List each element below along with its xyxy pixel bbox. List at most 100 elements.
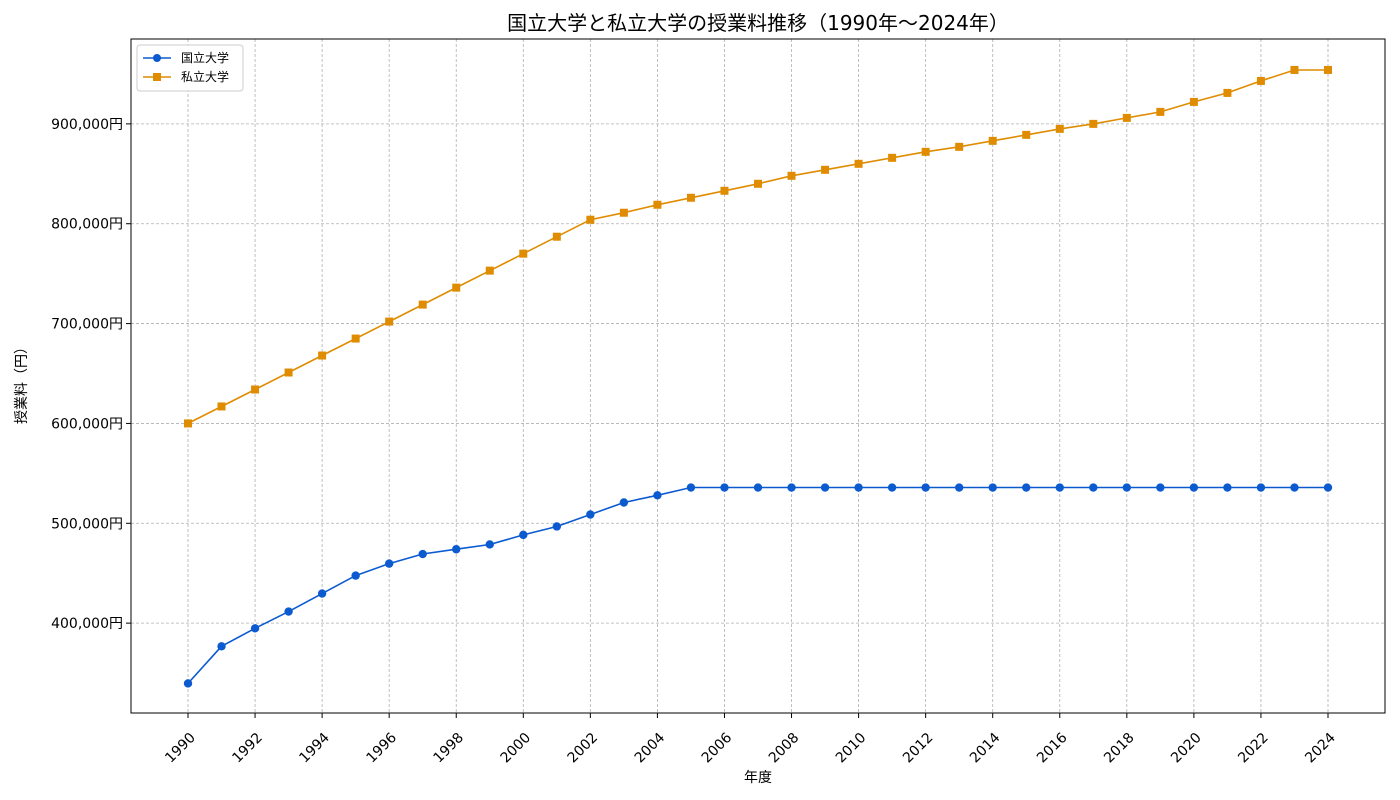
series-point-0 <box>452 545 461 554</box>
y-tick-label: 800,000円 <box>51 217 123 233</box>
series-point-0 <box>183 679 193 688</box>
series-point-1 <box>686 193 695 202</box>
series-point-1 <box>1122 113 1131 122</box>
series-point-0 <box>1189 483 1199 492</box>
x-tick-label: 1994 <box>296 730 333 767</box>
series-point-1 <box>552 232 561 241</box>
series-point-0 <box>351 571 360 580</box>
series-point-1 <box>217 402 226 411</box>
series-point-1 <box>1156 107 1165 116</box>
series-line-0 <box>187 486 1328 684</box>
series-point-0 <box>720 483 729 492</box>
series-point-1 <box>284 368 293 377</box>
series-point-0 <box>988 483 997 492</box>
grid-layer <box>131 39 1385 713</box>
series-point-0 <box>1089 483 1098 492</box>
series-point-1 <box>821 165 830 174</box>
series-point-1 <box>485 266 494 275</box>
series-point-0 <box>1022 483 1031 492</box>
x-tick-label: 1996 <box>363 730 400 767</box>
series-point-0 <box>552 522 562 531</box>
series-point-0 <box>820 483 830 492</box>
series-point-1 <box>1022 130 1031 139</box>
series-point-0 <box>418 549 427 559</box>
x-tick-label: 2008 <box>766 730 803 767</box>
series-point-0 <box>1256 483 1266 492</box>
series-point-1 <box>418 300 427 309</box>
series-point-0 <box>921 483 930 492</box>
x-tick-label: 1992 <box>229 730 266 767</box>
legend: 国立大学 私立大学 <box>136 44 244 92</box>
series-point-1 <box>653 200 662 209</box>
series-point-0 <box>1122 483 1132 492</box>
x-tick-label: 2020 <box>1168 730 1205 767</box>
series-point-0 <box>519 530 528 540</box>
series-point-1 <box>619 208 628 217</box>
series-point-0 <box>384 559 394 568</box>
legend-marker-private <box>153 73 161 81</box>
series-point-0 <box>653 491 662 500</box>
series-point-0 <box>854 483 863 492</box>
series-point-0 <box>317 589 327 598</box>
y-tick-label: 400,000円 <box>51 616 123 632</box>
series-point-0 <box>954 483 964 492</box>
series-point-1 <box>351 334 360 343</box>
series-point-1 <box>1256 76 1265 85</box>
series-point-1 <box>586 215 595 224</box>
series-point-0 <box>485 540 494 549</box>
series-point-1 <box>787 171 796 180</box>
series-point-1 <box>519 249 528 258</box>
x-tick-label: 2014 <box>967 730 1004 767</box>
series-point-1 <box>955 142 964 151</box>
x-tick-label: 2004 <box>632 730 669 767</box>
x-tick-label: 1990 <box>162 730 199 767</box>
series-point-1 <box>184 419 192 428</box>
series-point-0 <box>1156 483 1165 492</box>
series-point-1 <box>1324 65 1332 74</box>
series-point-1 <box>720 186 729 195</box>
x-tick-label: 2022 <box>1235 730 1272 767</box>
y-tick-label: 500,000円 <box>51 516 123 532</box>
series-point-0 <box>1055 483 1064 492</box>
series-point-1 <box>318 351 327 360</box>
series-point-0 <box>787 483 796 492</box>
x-tick-label: 2018 <box>1101 730 1138 767</box>
x-tick-label: 2010 <box>833 730 870 767</box>
series-point-0 <box>586 510 595 519</box>
x-tick-label: 2012 <box>900 730 937 767</box>
series-point-1 <box>1089 119 1098 128</box>
series-point-0 <box>753 483 763 492</box>
series-point-1 <box>854 159 863 168</box>
series-point-1 <box>988 136 997 145</box>
series-point-1 <box>251 385 260 394</box>
series-point-1 <box>1055 124 1064 133</box>
x-tick-label: 1998 <box>431 730 468 767</box>
x-tick-label: 2016 <box>1034 730 1071 767</box>
series-point-0 <box>1223 483 1232 492</box>
series-line-1 <box>187 69 1328 425</box>
series-layer <box>183 65 1333 688</box>
chart-title: 国立大学と私立大学の授業料推移（1990年〜2024年） <box>507 11 1009 35</box>
x-tick-label: 2024 <box>1302 730 1339 767</box>
legend-box <box>136 44 244 92</box>
legend-label-private: 私立大学 <box>181 69 229 84</box>
series-point-1 <box>888 153 897 162</box>
series-point-0 <box>1290 483 1299 492</box>
series-point-1 <box>1290 65 1299 74</box>
series-point-0 <box>1323 483 1333 492</box>
x-tick-label: 2006 <box>699 730 736 767</box>
series-point-0 <box>217 642 226 651</box>
series-point-1 <box>921 147 930 156</box>
series-point-1 <box>1223 88 1232 97</box>
series-point-1 <box>754 179 762 188</box>
x-tick-label: 2000 <box>498 730 535 767</box>
series-point-0 <box>250 624 260 633</box>
series-point-1 <box>1189 97 1198 106</box>
series-point-0 <box>619 498 629 507</box>
y-tick-label: 700,000円 <box>51 317 123 333</box>
series-point-0 <box>887 483 897 492</box>
y-tick-label: 900,000円 <box>51 117 123 133</box>
y-axis-label: 授業料（円） <box>14 340 30 424</box>
series-point-0 <box>284 607 293 616</box>
